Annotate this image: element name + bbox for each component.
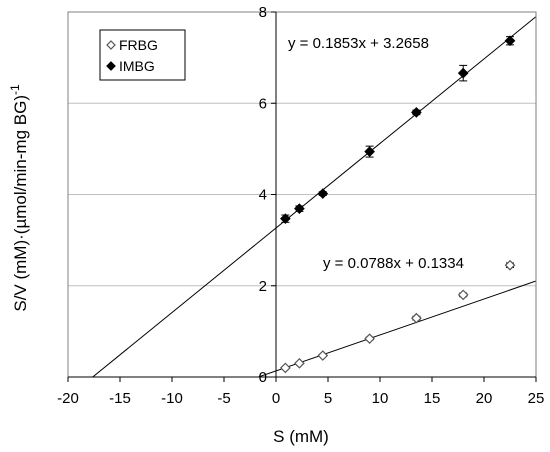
x-tick-label--15: -15 — [109, 390, 131, 407]
x-tick-label-25: 25 — [528, 390, 545, 407]
point-imbg-2 — [317, 188, 329, 199]
legend-text-imbg: IMBG — [119, 58, 155, 74]
x-tick-label--5: -5 — [217, 390, 230, 407]
x-tick-label-15: 15 — [424, 390, 441, 407]
y-axis-label: S/V (mM)·(µmol/min-mg BG)-1 — [8, 84, 30, 312]
point-frbg-3 — [364, 333, 375, 345]
axes — [67, 11, 537, 382]
y-tick-label-8: 8 — [259, 4, 267, 21]
point-frbg-2 — [317, 350, 329, 361]
y-tick-label-4: 4 — [259, 187, 267, 204]
point-imbg-3 — [364, 146, 375, 157]
fit-equations: y = 0.0788x + 0.1334 y = 0.1853x + 3.2658 — [288, 35, 464, 272]
point-frbg-0 — [280, 362, 291, 374]
point-frbg-5 — [457, 289, 469, 301]
equation-imbg: y = 0.1853x + 3.2658 — [288, 35, 429, 52]
point-frbg-4 — [411, 312, 422, 324]
point-imbg-4 — [411, 107, 422, 118]
y-axis-label-main: S/V (mM)·(µmol/min-mg BG) — [11, 95, 30, 312]
tick-labels: -20 -15 -10 -5 0 5 10 15 20 25 0 2 4 6 8 — [57, 4, 544, 407]
data-points — [280, 35, 516, 374]
x-tick-label-5: 5 — [324, 390, 332, 407]
legend-marker-imbg — [106, 61, 116, 71]
y-tick-label-2: 2 — [259, 278, 267, 295]
y-tick-label-0: 0 — [259, 369, 267, 386]
legend-box — [99, 29, 186, 81]
equation-frbg: y = 0.0788x + 0.1334 — [323, 255, 464, 272]
y-axis-label-superscript: -1 — [8, 84, 22, 95]
point-frbg-6 — [504, 259, 516, 271]
point-imbg-0 — [280, 213, 291, 225]
y-tick-label-6: 6 — [259, 95, 267, 112]
x-tick-label-10: 10 — [372, 390, 389, 407]
x-tick-label-20: 20 — [476, 390, 493, 407]
x-axis-label: S (mM) — [273, 427, 329, 446]
legend-marker-frbg — [106, 40, 116, 50]
point-imbg-1 — [294, 203, 305, 214]
x-tick-label-0: 0 — [272, 390, 280, 407]
point-imbg-6 — [504, 35, 516, 47]
legend-text-frbg: FRBG — [119, 37, 158, 53]
legend: FRBG IMBG — [99, 29, 186, 81]
x-tick-label--20: -20 — [57, 390, 79, 407]
x-tick-label--10: -10 — [161, 390, 183, 407]
point-imbg-5 — [457, 67, 469, 79]
point-frbg-1 — [294, 357, 305, 369]
